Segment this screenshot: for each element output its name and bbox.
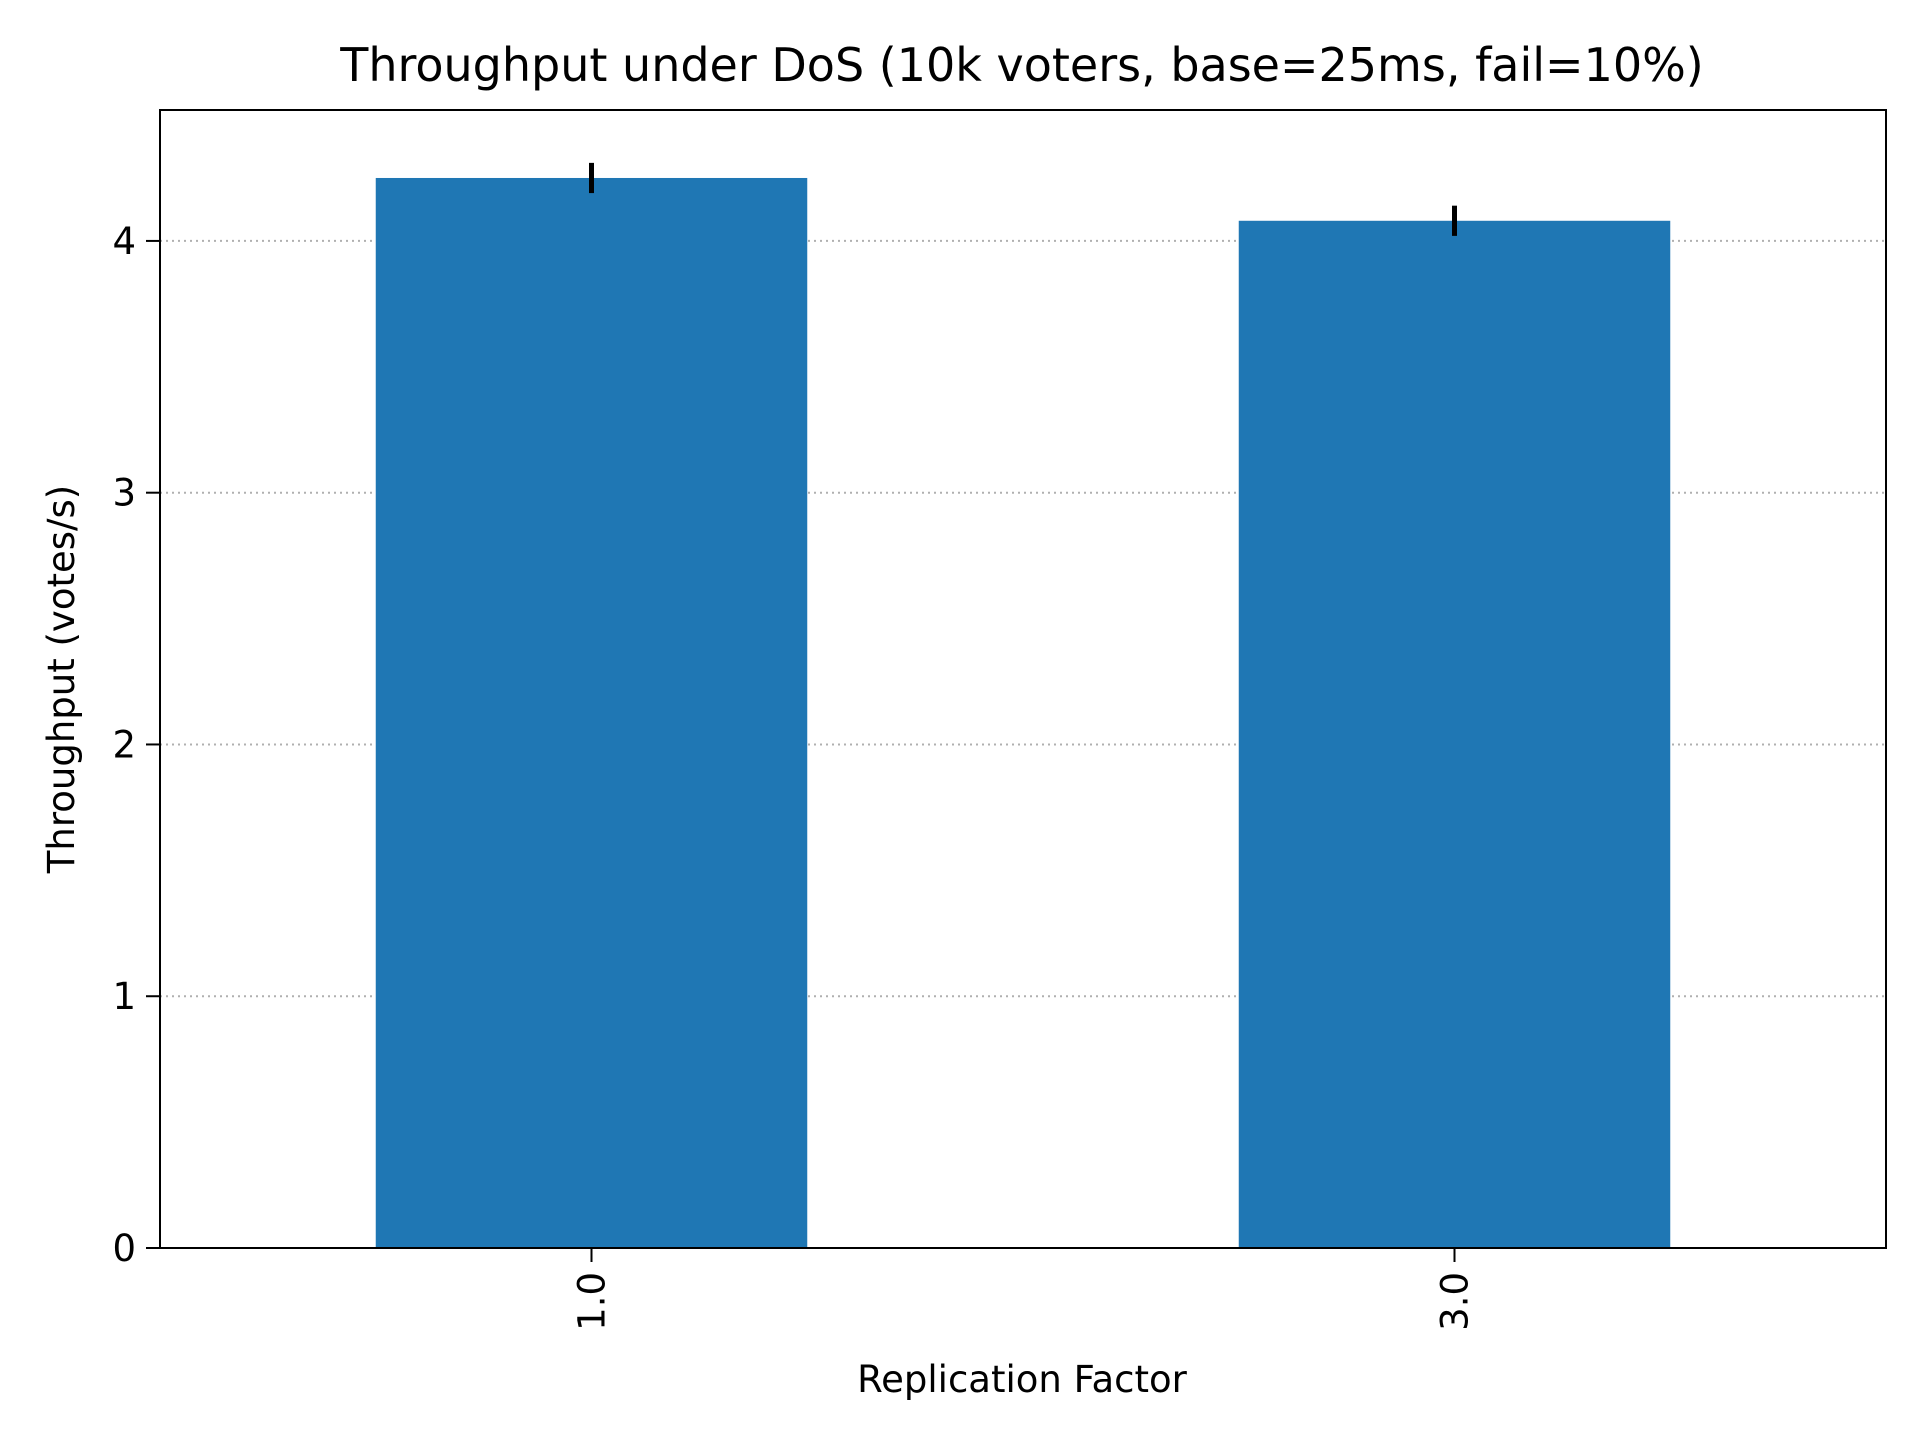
bar-3-0 — [1238, 220, 1671, 1248]
y-tick-label: 1 — [112, 975, 136, 1018]
x-axis-label: Replication Factor — [857, 1358, 1188, 1401]
chart-title: Throughput under DoS (10k voters, base=2… — [339, 38, 1704, 92]
y-axis-ticks: 0 1 2 3 4 — [112, 220, 160, 1270]
error-bars — [589, 162, 1457, 236]
x-axis-ticks: 1.0 3.0 — [571, 1248, 1477, 1331]
bars — [375, 177, 1671, 1248]
plot-area-frame — [159, 109, 1887, 1249]
y-tick-label: 3 — [112, 472, 136, 515]
x-tick-label: 3.0 — [1434, 1272, 1477, 1331]
bar-1-0 — [375, 177, 808, 1248]
y-tick-label: 4 — [112, 220, 136, 263]
y-tick-label: 2 — [112, 723, 136, 766]
x-tick-label: 1.0 — [571, 1272, 614, 1331]
y-tick-label: 0 — [112, 1227, 136, 1270]
y-axis-label: Throughput (votes/s) — [40, 485, 83, 874]
